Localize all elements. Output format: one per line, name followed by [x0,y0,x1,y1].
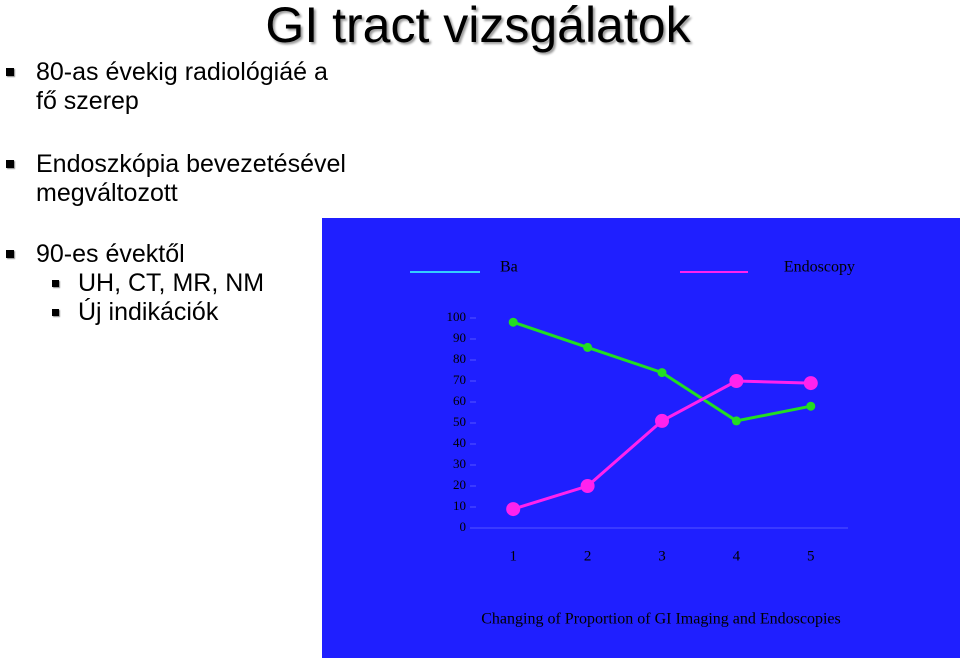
y-tick-label: 20 [453,477,466,492]
bullet-line: 80-as évekig radiológiáé a [36,58,328,86]
data-point [580,479,595,493]
data-point [803,376,818,391]
y-tick-label: 0 [460,519,467,534]
legend-label: Ba [500,259,518,276]
x-tick-label: 5 [807,548,815,564]
chart-title: Changing of Proportion of GI Imaging and… [481,611,841,628]
y-tick-label: 50 [453,414,466,429]
y-tick-label: 30 [453,456,466,471]
y-tick-label: 10 [453,498,466,513]
slide-title: GI tract vizsgálatok [0,0,960,54]
data-point [731,416,741,426]
bullet-line: 90-es évektől [36,240,185,268]
y-tick-label: 80 [453,351,466,366]
bullet: 80-as évekig radiológiáé a fő szerep [6,58,328,116]
bullet-line: Endoszkópia bevezetésével [36,150,346,178]
data-point [806,401,816,411]
data-point [657,368,667,378]
x-tick-label: 1 [509,548,517,564]
bullet: 90-es évektől UH, CT, MR, NM Új indikációk [5,240,264,327]
x-tick-label: 4 [733,548,741,564]
bullet-line: megváltozott [36,179,178,207]
sub-bullet: UH, CT, MR, NM [51,269,265,297]
y-tick-label: 60 [453,393,466,408]
y-tick-label: 100 [447,309,467,324]
y-tick-label: 40 [453,435,466,450]
data-point [729,374,744,388]
x-tick-label: 2 [584,548,592,564]
bullet: Endoszkópia bevezetésével megváltozott [6,150,346,208]
legend-label: Endoscopy [784,259,855,276]
data-point [506,502,521,517]
x-tick-label: 3 [658,548,666,564]
title-text: GI tract vizsgálatok [265,0,691,53]
data-point [655,413,669,428]
y-tick-label: 90 [453,330,466,345]
data-point [508,317,518,327]
y-tick-label: 70 [453,372,466,387]
data-point [583,342,593,352]
bullet-line: fő szerep [36,87,139,115]
sub-bullet: Új indikációk [51,298,264,327]
